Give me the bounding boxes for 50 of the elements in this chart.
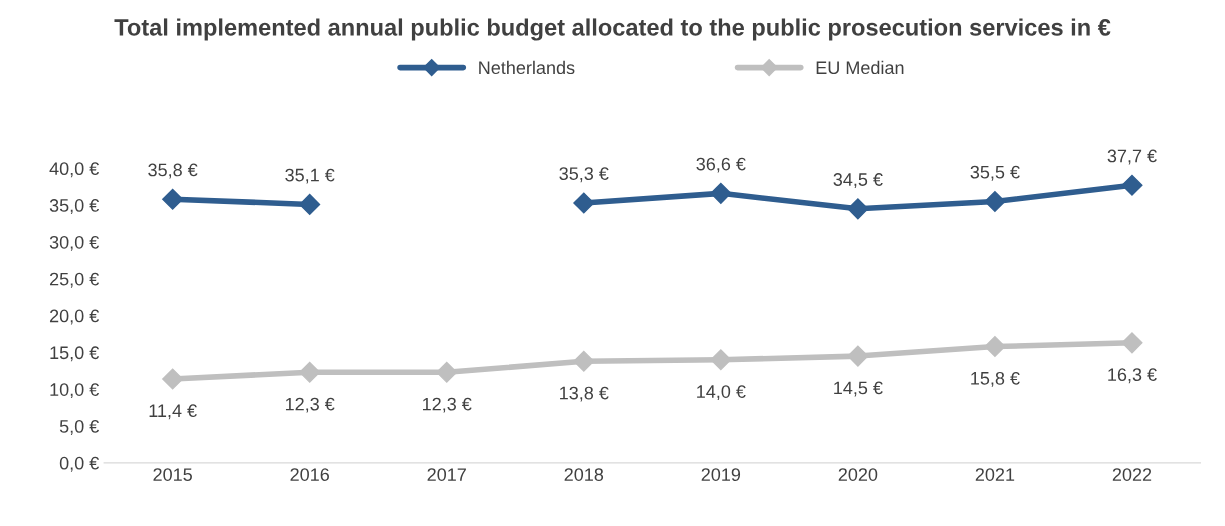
data-label: 11,4 € — [149, 404, 197, 420]
point — [573, 350, 595, 372]
point — [847, 198, 869, 220]
y-tick-label: 20,0 € — [49, 309, 100, 325]
data-label: 14,0 € — [697, 385, 746, 401]
point — [1121, 174, 1143, 196]
y-tick-label: 35,0 € — [49, 199, 100, 214]
data-label: 35,3 € — [559, 167, 609, 183]
point — [847, 345, 869, 367]
point — [1121, 332, 1143, 354]
data-label: 14,5 € — [834, 381, 883, 397]
point — [436, 361, 458, 383]
x-tick-label: 2022 — [1112, 468, 1152, 481]
legend-label: Netherlands — [479, 60, 575, 75]
y-tick-label: 5,0 € — [59, 419, 100, 435]
legend-label: EU Median — [816, 60, 904, 75]
chart-title: Total implemented annual public budget allocated to the public prosecution services in € — [114, 18, 1111, 41]
x-tick-label: 2015 — [153, 468, 192, 481]
data-label: 13,8 € — [560, 386, 609, 402]
data-label: 16,3 € — [1108, 368, 1157, 384]
x-tick-label: 2021 — [975, 468, 1015, 481]
x-tick-label: 2016 — [290, 468, 329, 481]
x-tick-label: 2020 — [838, 468, 878, 481]
point — [710, 349, 732, 371]
point — [984, 190, 1006, 212]
data-label: 15,8 € — [971, 371, 1020, 387]
y-tick-label: 10,0 € — [50, 383, 100, 399]
data-label: 35,5 € — [970, 165, 1020, 181]
point — [299, 193, 321, 215]
point — [984, 336, 1006, 358]
data-label: 35,1 € — [285, 168, 335, 184]
data-label: 12,3 € — [285, 397, 335, 413]
y-tick-label: 40,0 € — [49, 162, 100, 178]
point — [299, 361, 321, 383]
y-tick-label: 25,0 € — [49, 272, 100, 288]
x-tick-label: 2018 — [564, 468, 604, 481]
point — [710, 182, 732, 204]
data-label: 35,8 € — [148, 163, 198, 179]
x-tick-label: 2019 — [701, 468, 741, 481]
y-tick-label: 15,0 € — [50, 346, 100, 362]
data-label: 34,5 € — [833, 173, 883, 189]
data-label: 36,6 € — [696, 157, 746, 173]
y-tick-label: 30,0 € — [49, 235, 100, 251]
data-label: 12,3 € — [423, 397, 472, 413]
y-tick-label: 0,0 € — [59, 456, 100, 472]
point — [573, 192, 595, 214]
data-label: 37,7 € — [1107, 149, 1157, 165]
point — [162, 368, 184, 390]
point — [162, 188, 184, 210]
x-tick-label: 2017 — [427, 468, 466, 481]
